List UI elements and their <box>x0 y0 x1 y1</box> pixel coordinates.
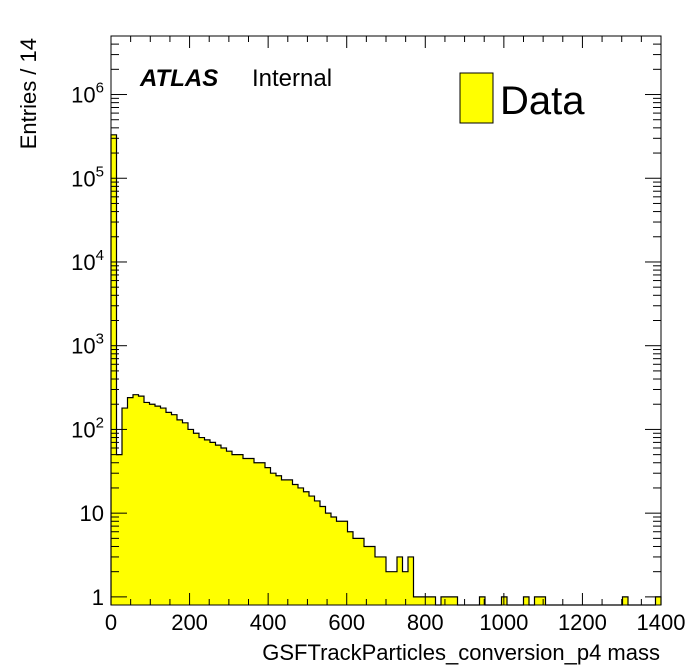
y-tick-label: 103 <box>71 331 104 359</box>
histogram-bar <box>331 516 337 605</box>
histogram-bar <box>127 397 133 605</box>
x-axis-ticks: 0 200 400 600 800 1000 1200 1400 <box>105 36 686 635</box>
histogram-bar <box>386 571 392 605</box>
x-tick-label: 1400 <box>637 610 686 635</box>
histogram-bar <box>133 394 139 605</box>
histogram-bar <box>160 408 166 605</box>
histogram-bar <box>292 484 298 605</box>
histogram-bar <box>523 596 529 605</box>
histogram-bar <box>452 596 458 605</box>
histogram-bar <box>232 454 238 605</box>
y-tick-label: 10 <box>80 501 104 526</box>
histogram-bar <box>116 454 122 605</box>
x-axis-title: GSFTrackParticles_conversion_p4 mass <box>262 640 660 665</box>
histogram-bar <box>622 596 628 605</box>
x-tick-label: 600 <box>328 610 365 635</box>
histogram-bar <box>281 479 287 605</box>
x-tick-label: 800 <box>407 610 444 635</box>
histogram-bar <box>138 396 144 605</box>
histogram-bar <box>364 546 370 605</box>
histogram-bar <box>287 479 293 605</box>
histogram-bar <box>298 487 304 605</box>
y-tick-label: 1 <box>92 585 104 610</box>
histogram-bar <box>226 451 232 605</box>
y-tick-label: 106 <box>71 80 104 108</box>
y-tick-label: 105 <box>71 163 104 191</box>
histogram-bar <box>430 596 436 605</box>
histogram-bar <box>265 467 271 605</box>
histogram-bar <box>347 531 353 605</box>
histogram-bar <box>182 422 188 605</box>
histogram-bar <box>534 596 540 605</box>
histogram-bar <box>353 538 359 605</box>
histogram-bar <box>122 408 128 605</box>
histogram-bar <box>325 513 331 605</box>
histogram-bar <box>303 491 309 605</box>
internal-label: Internal <box>252 65 332 92</box>
histogram-bar <box>402 571 408 605</box>
histogram-bar <box>391 571 397 605</box>
y-axis-ticks: 1 10 102 103 104 105 106 <box>71 35 661 610</box>
histogram-bar <box>144 402 150 605</box>
histogram-bar <box>342 521 348 605</box>
histogram-bar <box>111 134 117 605</box>
histogram-bar <box>177 419 183 605</box>
histogram-bar <box>397 556 403 605</box>
x-tick-label: 200 <box>171 610 208 635</box>
histogram-bar <box>243 458 249 605</box>
histogram-bar <box>193 433 199 605</box>
histogram-bar <box>149 404 155 605</box>
histogram-bar <box>254 462 260 605</box>
histogram-bar <box>210 442 216 605</box>
histogram-bar <box>424 596 430 605</box>
x-tick-label: 1000 <box>479 610 528 635</box>
y-axis-title: Entries / 14 <box>16 38 41 149</box>
histogram-bars <box>110 134 662 606</box>
histogram-bar <box>221 448 227 605</box>
legend-swatch <box>459 72 494 124</box>
histogram-bar <box>188 429 194 605</box>
x-tick-label: 400 <box>250 610 287 635</box>
legend-label: Data <box>500 79 585 123</box>
histogram-bar <box>199 437 205 605</box>
histogram-bar <box>413 596 419 605</box>
histogram-bar <box>237 454 243 605</box>
histogram-bar <box>259 462 265 605</box>
histogram-bar <box>314 500 320 605</box>
histogram-bar <box>419 596 425 605</box>
histogram-bar <box>166 412 172 605</box>
histogram-bar <box>336 521 342 605</box>
histogram-bar <box>309 496 315 605</box>
histogram-bar <box>441 596 447 605</box>
y-tick-label: 102 <box>71 414 104 442</box>
histogram-bar <box>479 596 485 605</box>
y-tick-label: 104 <box>71 247 104 275</box>
histogram-bar <box>380 556 386 605</box>
histogram-bar <box>655 596 661 605</box>
x-tick-label: 1200 <box>558 610 607 635</box>
histogram-bar <box>155 406 161 605</box>
histogram-bar <box>248 458 254 605</box>
histogram-bar <box>171 414 177 605</box>
histogram-bar <box>408 556 414 605</box>
histogram-bar <box>375 556 381 605</box>
histogram-outline <box>110 134 662 606</box>
histogram-bar <box>446 596 452 605</box>
histogram-bar <box>270 473 276 605</box>
histogram-bar <box>204 439 210 605</box>
histogram-bar <box>215 445 221 605</box>
x-tick-label: 0 <box>105 610 117 635</box>
atlas-label: ATLAS <box>139 65 218 92</box>
histogram-bar <box>369 546 375 605</box>
histogram-bar <box>276 475 282 605</box>
histogram-bar <box>358 538 364 605</box>
histogram-bar <box>320 506 326 605</box>
plot-frame <box>110 35 662 606</box>
